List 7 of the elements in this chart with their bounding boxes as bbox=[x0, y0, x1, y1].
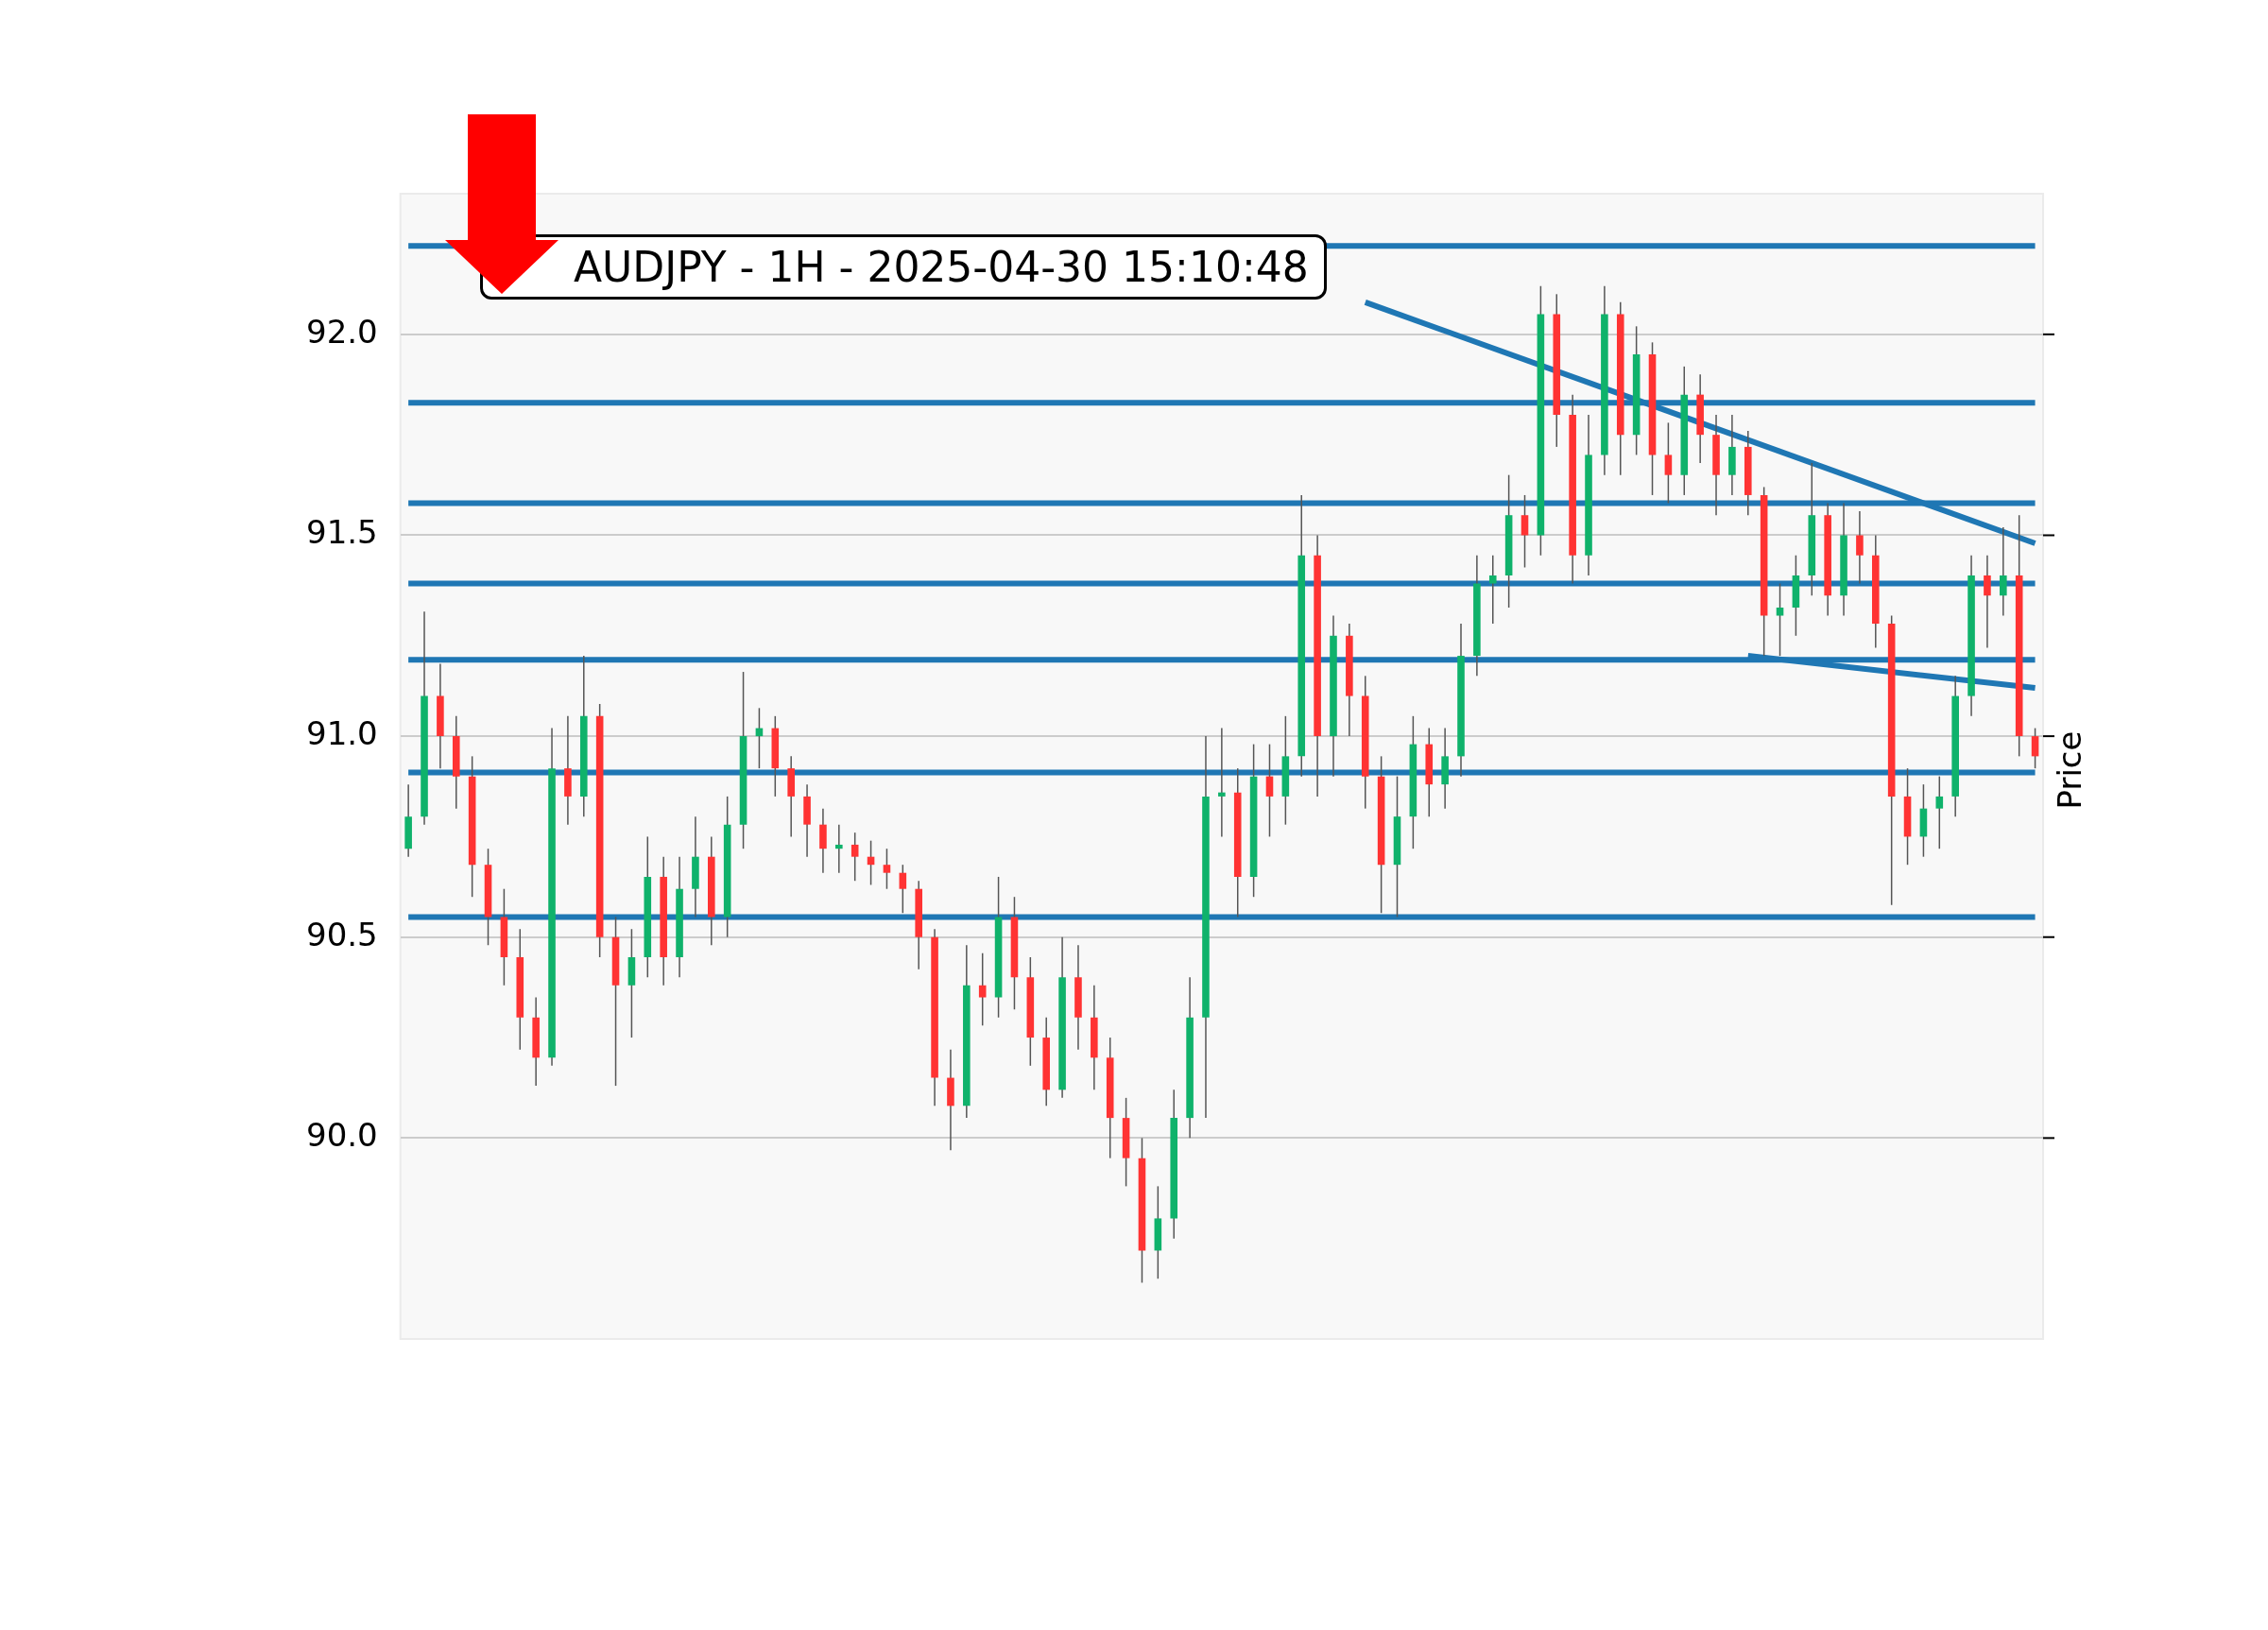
y-tick-label: 90.5 bbox=[306, 915, 378, 953]
y-tick-label: 90.0 bbox=[306, 1116, 378, 1155]
y-tick-label: 91.5 bbox=[306, 513, 378, 552]
y-axis-title: Price bbox=[2051, 730, 2088, 810]
text: AUDJPY - 1H - 2025-04-30 15:10:48 bbox=[480, 234, 1327, 300]
y-tick-label: 92.0 bbox=[306, 312, 378, 351]
y-tick-label: 91.0 bbox=[306, 713, 378, 752]
